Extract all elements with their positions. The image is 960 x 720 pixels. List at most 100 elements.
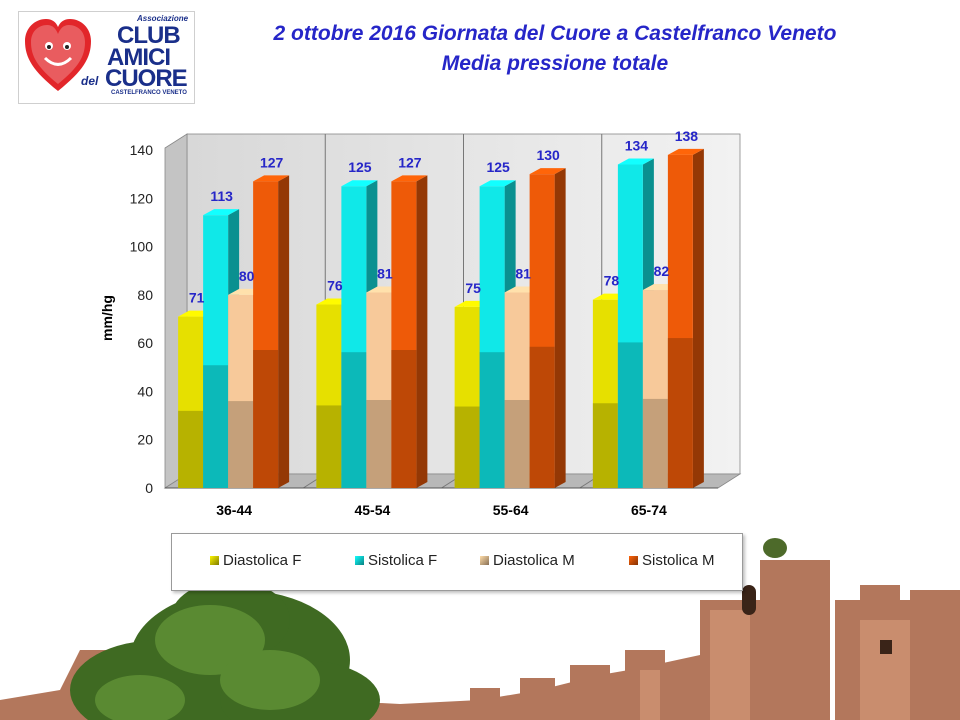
y-axis-ticks: 0 20 40 60 80 100 120 140 — [130, 142, 154, 496]
bar-top — [667, 148, 704, 155]
bar-shade — [366, 399, 392, 488]
y-tick-label: 140 — [130, 142, 154, 158]
legend-item: Diastolica M — [480, 552, 575, 569]
legend-swatch — [210, 556, 219, 565]
y-axis-label: mm/hg — [99, 295, 115, 341]
y-tick-label: 80 — [137, 287, 153, 303]
data-label: 113 — [210, 188, 233, 204]
bar-front — [454, 306, 480, 488]
logo: Associazione CLUB AMICI del CUORE CASTEL… — [18, 11, 195, 104]
logo-del: del — [81, 74, 99, 88]
data-label: 81 — [515, 265, 531, 281]
y-tick-label: 40 — [137, 383, 153, 399]
bar-front — [391, 181, 417, 488]
x-axis-labels: 36-44 45-54 55-64 65-74 — [216, 502, 667, 518]
bar-top — [341, 180, 378, 187]
logo-cuore: CUORE — [105, 65, 188, 92]
legend-item: Sistolica F — [355, 552, 437, 569]
bar-front — [529, 174, 555, 488]
bar-side — [278, 175, 290, 488]
bar-top — [203, 209, 240, 216]
bar-front — [642, 290, 668, 488]
y-tick-label: 100 — [130, 239, 154, 255]
data-label: 78 — [604, 273, 620, 289]
bar-shade — [592, 403, 618, 488]
x-tick-label: 65-74 — [631, 502, 667, 518]
bar — [667, 148, 704, 489]
legend: Diastolica F Sistolica F Diastolica M Sisto… — [171, 533, 743, 591]
bars — [178, 148, 704, 489]
bar-front — [667, 154, 693, 489]
data-label: 75 — [465, 280, 481, 296]
bar-front — [203, 215, 229, 488]
bar-front — [504, 292, 530, 488]
bar-side — [692, 148, 704, 489]
heart-logo-icon — [25, 19, 91, 91]
bar-top — [391, 175, 428, 182]
bar-shade — [479, 352, 505, 488]
bar — [454, 300, 491, 488]
bar-front — [592, 299, 618, 488]
bar — [203, 209, 240, 488]
legend-item: Sistolica M — [629, 552, 715, 569]
y-tick-label: 120 — [130, 190, 154, 206]
data-label: 127 — [398, 154, 422, 170]
data-label: 82 — [654, 263, 670, 279]
logo-club: CLUB — [117, 22, 181, 49]
bar — [529, 168, 566, 488]
data-label: 80 — [239, 268, 255, 284]
logo-associazione: Associazione — [137, 14, 189, 23]
y-tick-label: 0 — [145, 480, 153, 496]
bar-front — [178, 316, 204, 488]
bar-shade — [178, 410, 204, 488]
data-label: 134 — [625, 137, 649, 153]
data-label: 71 — [189, 290, 205, 306]
legend-label: Sistolica F — [368, 552, 438, 569]
bar-side — [554, 168, 566, 488]
bar-front — [617, 164, 643, 488]
y-tick-label: 20 — [137, 432, 153, 448]
bar-front — [366, 292, 392, 488]
x-tick-label: 45-54 — [354, 502, 390, 518]
data-labels: 71 113 80 127 76 125 81 127 75 125 81 130 78 134 82 138 — [189, 128, 698, 306]
data-label: 76 — [327, 278, 343, 294]
bar-shade — [504, 399, 530, 488]
bar-front — [479, 186, 505, 488]
x-tick-label: 55-64 — [493, 502, 529, 518]
bar-top — [479, 180, 516, 187]
data-label: 138 — [675, 128, 699, 144]
bar-top — [617, 158, 654, 165]
y-tick-label: 60 — [137, 335, 153, 351]
bar-top — [253, 175, 290, 182]
bar-shade — [228, 401, 254, 488]
bar-shade — [454, 406, 480, 488]
bar-shade — [617, 342, 643, 488]
bar — [391, 175, 428, 488]
bar-shade — [316, 405, 342, 488]
data-label: 130 — [536, 147, 560, 163]
bar-front — [228, 294, 254, 488]
logo-city: CASTELFRANCO VENETO — [111, 90, 187, 96]
data-label: 127 — [260, 154, 284, 170]
legend-item: Diastolica F — [210, 552, 301, 569]
bar-shade — [529, 346, 555, 488]
bar-shade — [391, 350, 417, 488]
bar-shade — [341, 352, 367, 488]
chart-subtitle: Media pressione totale — [441, 52, 669, 75]
legend-swatch — [355, 556, 364, 565]
bar-front — [341, 186, 367, 488]
chart-title: 2 ottobre 2016 Giornata del Cuore a Cast… — [273, 22, 837, 45]
bar-shade — [203, 365, 229, 488]
data-label: 81 — [377, 265, 393, 281]
legend-swatch — [629, 556, 638, 565]
bar-top — [529, 168, 566, 175]
data-label: 125 — [486, 159, 510, 175]
bar-shade — [667, 338, 693, 488]
legend-swatch — [480, 556, 489, 565]
bar-front — [316, 304, 342, 488]
legend-label: Diastolica M — [493, 552, 575, 569]
bar-side — [416, 175, 428, 488]
x-tick-label: 36-44 — [216, 502, 252, 518]
